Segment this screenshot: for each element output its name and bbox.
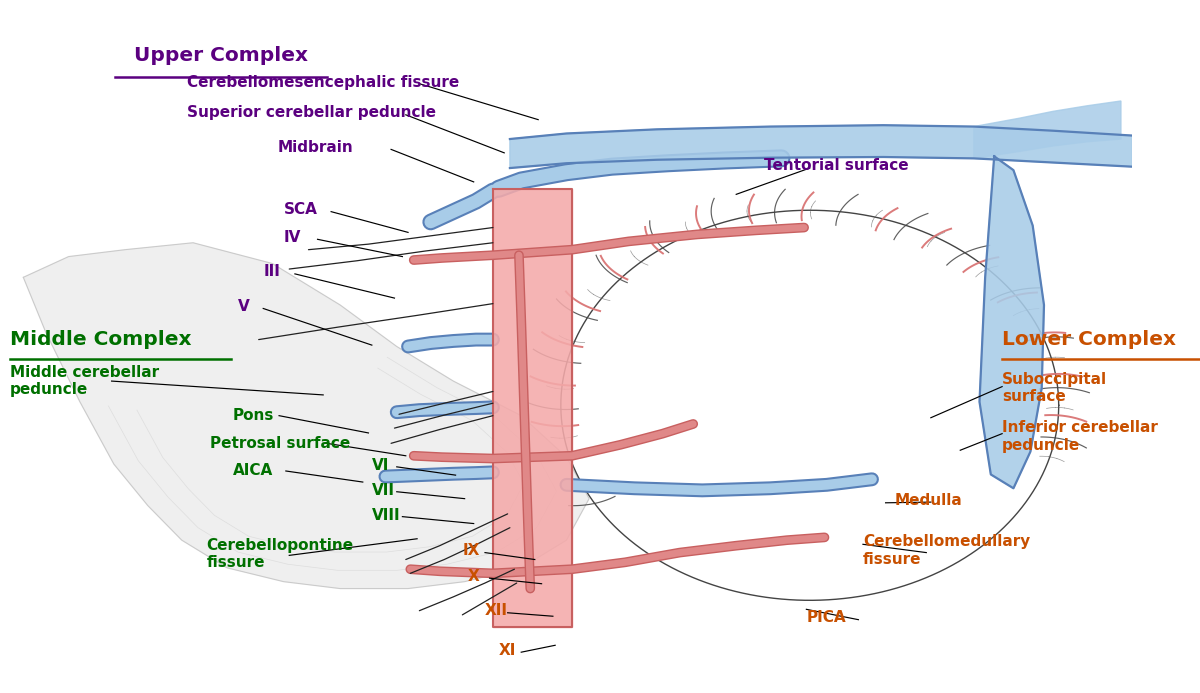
Text: IX: IX — [462, 543, 480, 558]
Text: Cerebellopontine
fissure: Cerebellopontine fissure — [206, 538, 354, 570]
Text: AICA: AICA — [233, 464, 272, 478]
Text: Middle cerebellar
peduncle: Middle cerebellar peduncle — [10, 365, 158, 397]
Text: VIII: VIII — [372, 508, 401, 523]
Text: Petrosal surface: Petrosal surface — [210, 436, 350, 451]
Text: Pons: Pons — [233, 408, 274, 423]
Polygon shape — [493, 188, 572, 626]
Text: III: III — [264, 264, 281, 279]
Text: XII: XII — [485, 603, 508, 618]
Text: VII: VII — [372, 483, 395, 498]
Text: Medulla: Medulla — [895, 493, 962, 507]
Text: PICA: PICA — [806, 610, 846, 625]
Text: Suboccipital
surface: Suboccipital surface — [1002, 372, 1108, 404]
Text: Cerebellomedullary
fissure: Cerebellomedullary fissure — [863, 534, 1030, 567]
Text: Upper Complex: Upper Complex — [134, 46, 308, 64]
Text: IV: IV — [284, 229, 301, 245]
Text: Tentorial surface: Tentorial surface — [764, 158, 910, 173]
Text: XI: XI — [498, 643, 516, 658]
Text: Superior cerebellar peduncle: Superior cerebellar peduncle — [187, 105, 437, 120]
Text: VI: VI — [372, 458, 389, 473]
Polygon shape — [560, 210, 1058, 600]
Text: Lower Complex: Lower Complex — [1002, 330, 1176, 349]
Text: Inferior cerebellar
peduncle: Inferior cerebellar peduncle — [1002, 420, 1158, 453]
Text: V: V — [238, 299, 250, 314]
Polygon shape — [23, 243, 589, 588]
Polygon shape — [974, 101, 1121, 159]
Text: X: X — [468, 569, 480, 584]
Text: Midbrain: Midbrain — [277, 140, 353, 155]
Polygon shape — [510, 125, 1133, 168]
Text: Middle Complex: Middle Complex — [10, 330, 191, 349]
Text: Cerebellomesencephalic fissure: Cerebellomesencephalic fissure — [187, 75, 460, 90]
Text: SCA: SCA — [283, 202, 318, 217]
Polygon shape — [979, 157, 1044, 489]
